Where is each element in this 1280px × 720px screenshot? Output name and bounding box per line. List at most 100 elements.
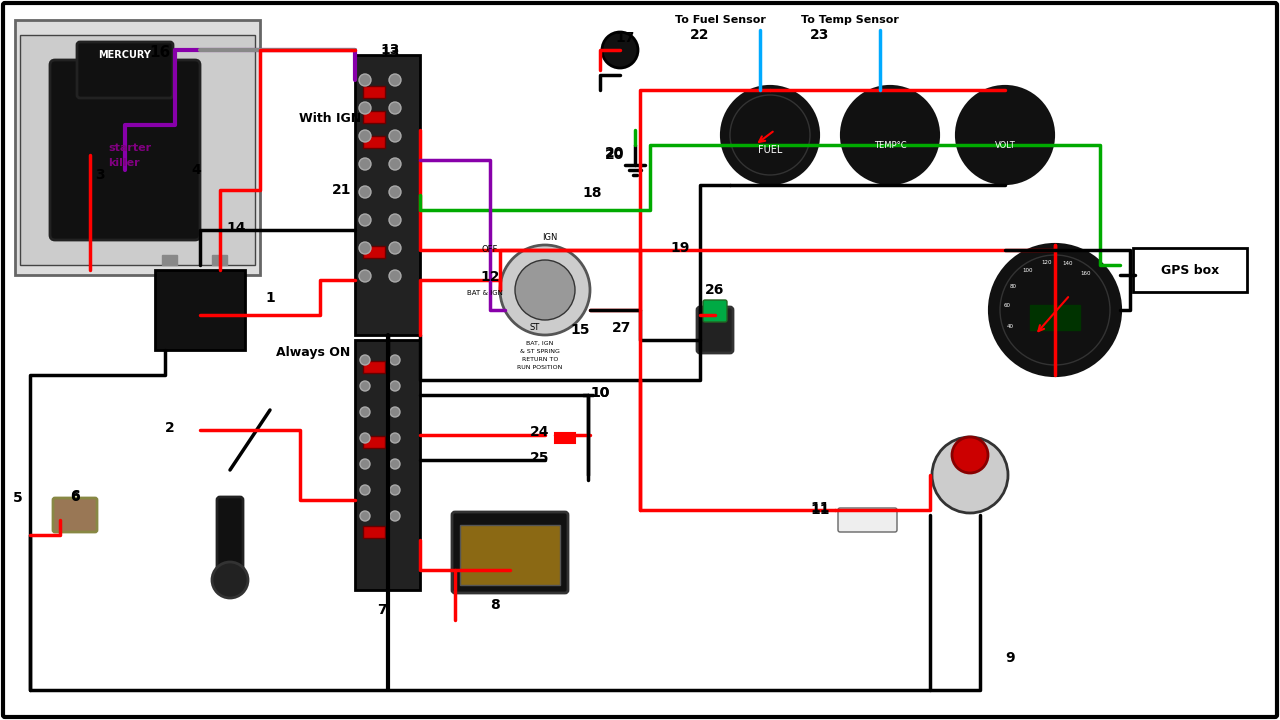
- Text: killer: killer: [108, 158, 140, 168]
- Text: With IGN: With IGN: [300, 112, 361, 125]
- Circle shape: [360, 511, 370, 521]
- FancyBboxPatch shape: [3, 3, 1277, 717]
- Circle shape: [360, 407, 370, 417]
- Circle shape: [360, 355, 370, 365]
- FancyBboxPatch shape: [460, 525, 559, 585]
- FancyBboxPatch shape: [1030, 305, 1080, 330]
- FancyBboxPatch shape: [364, 246, 385, 258]
- FancyBboxPatch shape: [364, 111, 385, 123]
- Text: 10: 10: [590, 386, 609, 400]
- Circle shape: [358, 102, 371, 114]
- Text: 13: 13: [380, 46, 399, 60]
- Text: 100: 100: [1023, 268, 1033, 273]
- Circle shape: [390, 433, 399, 443]
- Text: 21: 21: [333, 183, 352, 197]
- FancyBboxPatch shape: [364, 361, 385, 373]
- FancyBboxPatch shape: [838, 508, 897, 532]
- Text: 3: 3: [95, 168, 105, 182]
- FancyBboxPatch shape: [703, 300, 727, 322]
- Text: 11: 11: [810, 501, 829, 515]
- Circle shape: [390, 407, 399, 417]
- Text: 25: 25: [530, 451, 549, 465]
- Text: & ST SPRING: & ST SPRING: [520, 349, 559, 354]
- Circle shape: [358, 186, 371, 198]
- Text: 18: 18: [582, 186, 602, 200]
- Circle shape: [515, 260, 575, 320]
- Text: Always ON: Always ON: [276, 346, 351, 359]
- FancyBboxPatch shape: [698, 307, 733, 353]
- Text: FUEL: FUEL: [758, 145, 782, 155]
- Circle shape: [212, 562, 248, 598]
- Circle shape: [722, 87, 818, 183]
- Circle shape: [360, 459, 370, 469]
- Circle shape: [989, 245, 1120, 375]
- Circle shape: [389, 242, 401, 254]
- Text: 120: 120: [1042, 260, 1052, 265]
- Circle shape: [358, 270, 371, 282]
- Text: 24: 24: [530, 425, 549, 439]
- Circle shape: [390, 511, 399, 521]
- Text: 19: 19: [671, 241, 690, 255]
- Text: 9: 9: [1005, 651, 1015, 665]
- Text: 140: 140: [1062, 261, 1073, 266]
- Circle shape: [730, 95, 810, 175]
- Text: 15: 15: [571, 323, 590, 337]
- Text: 22: 22: [690, 28, 709, 42]
- Text: 1: 1: [265, 291, 275, 305]
- Circle shape: [390, 485, 399, 495]
- Text: 160: 160: [1080, 271, 1091, 276]
- Circle shape: [358, 74, 371, 86]
- Text: 80: 80: [1010, 284, 1016, 289]
- Circle shape: [500, 245, 590, 335]
- Circle shape: [360, 485, 370, 495]
- Circle shape: [360, 381, 370, 391]
- Text: 2: 2: [165, 421, 175, 435]
- Text: 6: 6: [70, 489, 79, 503]
- Text: 27: 27: [612, 321, 632, 335]
- Circle shape: [390, 381, 399, 391]
- Text: 23: 23: [810, 28, 829, 42]
- Text: VOLT: VOLT: [995, 140, 1015, 150]
- Text: 12: 12: [480, 270, 499, 284]
- Text: 4: 4: [191, 163, 201, 177]
- FancyBboxPatch shape: [364, 526, 385, 538]
- Circle shape: [1000, 255, 1110, 365]
- Text: GPS box: GPS box: [1161, 264, 1219, 276]
- Text: MERCURY: MERCURY: [99, 50, 151, 60]
- Text: To Fuel Sensor: To Fuel Sensor: [675, 15, 765, 25]
- Circle shape: [389, 186, 401, 198]
- Text: 7: 7: [378, 603, 387, 617]
- Text: ST: ST: [530, 323, 540, 332]
- FancyBboxPatch shape: [52, 498, 97, 532]
- Text: 6: 6: [70, 490, 79, 504]
- Circle shape: [957, 87, 1053, 183]
- FancyBboxPatch shape: [1133, 248, 1247, 292]
- Text: BAT & IGN: BAT & IGN: [467, 290, 503, 296]
- FancyBboxPatch shape: [556, 433, 575, 443]
- Text: IGN: IGN: [543, 233, 558, 242]
- Circle shape: [389, 158, 401, 170]
- Text: 20: 20: [605, 146, 625, 160]
- Circle shape: [358, 242, 371, 254]
- Text: 20: 20: [605, 148, 625, 162]
- FancyBboxPatch shape: [452, 512, 568, 593]
- Text: starter: starter: [108, 143, 151, 153]
- Circle shape: [358, 214, 371, 226]
- Text: To Temp Sensor: To Temp Sensor: [801, 15, 899, 25]
- Circle shape: [389, 130, 401, 142]
- Text: 10: 10: [590, 386, 609, 400]
- Circle shape: [389, 270, 401, 282]
- FancyBboxPatch shape: [355, 340, 420, 590]
- Text: 11: 11: [810, 503, 829, 517]
- Text: 14: 14: [227, 221, 246, 235]
- FancyBboxPatch shape: [364, 436, 385, 448]
- Text: 17: 17: [616, 31, 635, 45]
- Circle shape: [842, 87, 938, 183]
- Text: 8: 8: [490, 598, 500, 612]
- FancyBboxPatch shape: [155, 270, 244, 350]
- Circle shape: [952, 437, 988, 473]
- FancyBboxPatch shape: [364, 136, 385, 148]
- Circle shape: [389, 102, 401, 114]
- Text: 60: 60: [1004, 303, 1011, 308]
- Circle shape: [932, 437, 1009, 513]
